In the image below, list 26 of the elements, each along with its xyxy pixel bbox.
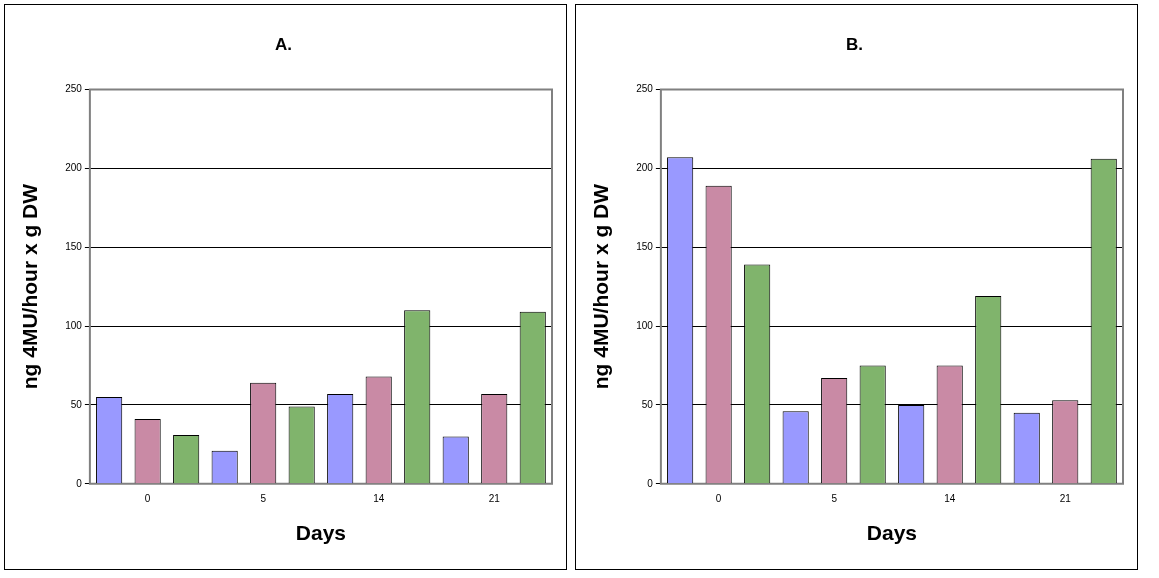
y-tick-label: 0 — [647, 477, 654, 489]
x-axis-title: Days — [866, 521, 918, 545]
y-tick-label: 200 — [636, 162, 654, 174]
x-tick-label: 14 — [944, 492, 956, 504]
y-tick-label: 150 — [636, 240, 654, 252]
y-tick-label: 250 — [65, 83, 83, 95]
y-axis-title: ng 4MU/hour x g DW — [589, 183, 613, 390]
x-tick-label: 5 — [831, 492, 838, 504]
y-tick-label: 100 — [65, 319, 83, 331]
x-tick-label: 21 — [488, 492, 501, 504]
x-tick-label: 21 — [1059, 492, 1072, 504]
x-tick-label: 14 — [373, 492, 385, 504]
y-tick-label: 100 — [636, 319, 654, 331]
y-tick-label: 50 — [641, 398, 654, 410]
x-tick-label: 0 — [144, 492, 151, 504]
chart-title: B. — [846, 34, 863, 54]
y-axis-title: ng 4MU/hour x g DW — [18, 183, 42, 390]
chart-title: A. — [275, 34, 292, 54]
y-tick-label: 0 — [76, 477, 83, 489]
y-tick-label: 250 — [636, 83, 654, 95]
x-tick-label: 5 — [260, 492, 267, 504]
x-axis-title: Days — [295, 521, 347, 545]
y-tick-label: 150 — [65, 240, 83, 252]
y-tick-label: 200 — [65, 162, 83, 174]
x-tick-label: 0 — [715, 492, 722, 504]
y-tick-label: 50 — [70, 398, 83, 410]
